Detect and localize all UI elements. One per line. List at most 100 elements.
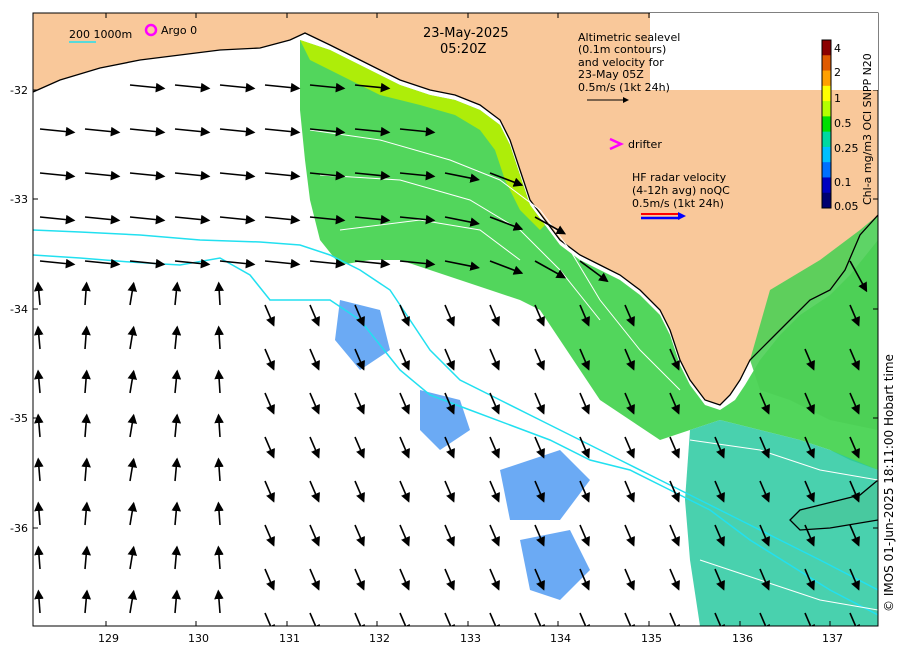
- velocity-arrow: [714, 436, 725, 459]
- velocity-arrow: [489, 612, 500, 626]
- velocity-arrow: [534, 436, 545, 459]
- velocity-arrow: [264, 568, 275, 591]
- velocity-arrow: [264, 612, 275, 626]
- velocity-arrow: [39, 126, 76, 137]
- velocity-arrow: [849, 304, 860, 327]
- velocity-arrow: [444, 348, 455, 371]
- velocity-arrow: [399, 524, 410, 547]
- velocity-arrow: [171, 325, 182, 350]
- velocity-arrow: [127, 457, 138, 482]
- velocity-arrow: [849, 392, 860, 415]
- colorbar-segment: [822, 55, 831, 72]
- lon-tick-label: 133: [460, 632, 481, 645]
- velocity-arrow: [84, 214, 121, 225]
- map-title-time: 05:20Z: [440, 42, 486, 57]
- velocity-arrow: [171, 545, 182, 570]
- lat-tick-label: -32: [10, 84, 28, 97]
- velocity-arrow: [849, 436, 860, 459]
- velocity-arrow: [309, 82, 346, 93]
- colorbar-tick-label: 0.5: [834, 117, 852, 130]
- velocity-arrow: [759, 568, 770, 591]
- velocity-arrow: [579, 348, 590, 371]
- colorbar-segment: [822, 131, 831, 148]
- velocity-arrow: [624, 436, 635, 459]
- chlorophyll-coastal-band: [300, 40, 878, 470]
- altimetry-contour: [699, 559, 878, 611]
- argo-label: Argo 0: [161, 24, 197, 37]
- velocity-arrow: [34, 457, 44, 482]
- velocity-arrow: [399, 304, 410, 327]
- velocity-arrow: [579, 392, 590, 415]
- velocity-arrow: [127, 369, 138, 394]
- altimetry-contour: [689, 439, 878, 481]
- velocity-arrow: [399, 392, 410, 415]
- velocity-arrow: [759, 436, 770, 459]
- colorbar-segment: [822, 70, 831, 87]
- velocity-arrow: [34, 501, 44, 526]
- velocity-arrow: [309, 612, 320, 626]
- lon-tick-label: 129: [98, 632, 119, 645]
- velocity-arrow: [309, 568, 320, 591]
- velocity-arrow: [534, 524, 545, 547]
- velocity-arrow: [174, 126, 211, 137]
- velocity-arrow: [849, 348, 860, 371]
- velocity-arrow: [489, 216, 524, 231]
- colorbar-segment: [822, 192, 831, 209]
- velocity-arrow: [759, 612, 770, 626]
- velocity-arrow: [489, 348, 500, 371]
- depth-contour-1000m: [33, 254, 878, 616]
- velocity-arrow: [309, 436, 320, 459]
- lon-tick-label: 134: [550, 632, 571, 645]
- velocity-arrow: [309, 524, 320, 547]
- velocity-arrow: [354, 524, 365, 547]
- velocity-arrow: [81, 281, 91, 306]
- velocity-arrow: [849, 480, 860, 503]
- velocity-arrow: [399, 348, 410, 371]
- velocity-arrow: [489, 392, 500, 415]
- colorbar-segment: [822, 101, 831, 117]
- velocity-arrow: [354, 436, 365, 459]
- velocity-arrow: [34, 545, 44, 570]
- colorbar-segment: [822, 162, 831, 178]
- velocity-arrow: [81, 457, 91, 482]
- velocity-arrows: [33, 82, 868, 626]
- velocity-arrow: [171, 369, 182, 394]
- velocity-arrow: [579, 568, 590, 591]
- velocity-arrow: [354, 392, 365, 415]
- velocity-arrow: [579, 436, 590, 459]
- velocity-arrow: [309, 214, 346, 225]
- velocity-arrow: [264, 258, 301, 269]
- velocity-arrow: [399, 170, 436, 181]
- lat-tick-label: -35: [10, 412, 28, 425]
- velocity-arrow: [759, 524, 770, 547]
- velocity-arrow: [489, 260, 524, 275]
- velocity-arrow: [399, 214, 436, 225]
- velocity-arrow: [534, 480, 545, 503]
- velocity-arrow: [84, 170, 121, 181]
- velocity-arrow: [579, 612, 590, 626]
- velocity-arrow: [444, 612, 455, 626]
- velocity-arrow: [84, 258, 121, 269]
- velocity-arrow: [624, 612, 635, 626]
- velocity-arrow: [34, 369, 44, 394]
- velocity-arrow: [489, 524, 500, 547]
- velocity-arrow: [669, 392, 680, 415]
- colorbar-tick-label: 1: [834, 92, 841, 105]
- velocity-arrow: [174, 82, 211, 93]
- drifter-marker-icon: [609, 137, 625, 151]
- velocity-arrow: [354, 82, 391, 93]
- lon-tick-label: 135: [641, 632, 662, 645]
- velocity-arrow: [444, 216, 480, 227]
- velocity-arrow: [39, 170, 76, 181]
- velocity-arrow: [214, 589, 224, 614]
- velocity-arrow: [33, 281, 44, 306]
- colorbar-tick-label: 4: [834, 42, 841, 55]
- velocity-arrow: [714, 524, 725, 547]
- velocity-arrow: [33, 325, 44, 350]
- altimetry-legend-line-1: Altimetric sealevel: [578, 31, 680, 44]
- velocity-arrow: [309, 304, 320, 327]
- velocity-arrow: [399, 258, 436, 269]
- velocity-arrow: [171, 501, 182, 526]
- velocity-arrow: [354, 612, 365, 626]
- velocity-arrow: [489, 568, 500, 591]
